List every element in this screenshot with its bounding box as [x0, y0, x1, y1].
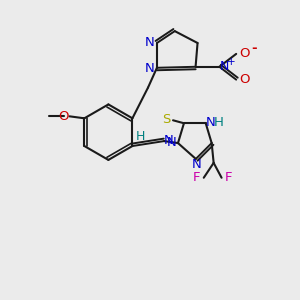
Text: F: F: [193, 171, 201, 184]
Text: N: N: [192, 158, 202, 171]
Text: F: F: [225, 171, 232, 184]
Text: -: -: [251, 42, 257, 56]
Text: N: N: [206, 116, 216, 129]
Text: O: O: [239, 47, 249, 60]
Text: N: N: [167, 136, 177, 148]
Text: N: N: [145, 62, 155, 75]
Text: H: H: [214, 116, 224, 129]
Text: N: N: [220, 60, 229, 73]
Text: +: +: [227, 57, 236, 67]
Text: O: O: [58, 110, 69, 123]
Text: H: H: [136, 130, 145, 142]
Text: S: S: [162, 113, 170, 126]
Text: N: N: [164, 134, 174, 147]
Text: O: O: [239, 73, 249, 86]
Text: N: N: [145, 35, 155, 49]
